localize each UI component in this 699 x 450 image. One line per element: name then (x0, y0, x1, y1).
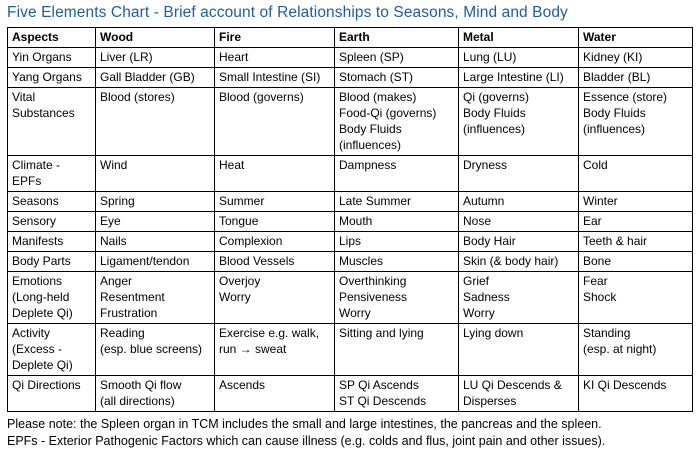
table-cell: Dampness (334, 155, 459, 192)
table-cell: Ear (578, 211, 693, 232)
table-cell: Heat (214, 155, 335, 192)
table-cell: Fear Shock (578, 271, 693, 324)
table-cell: Nose (458, 211, 579, 232)
column-header-water: Water (578, 27, 693, 48)
table-cell: Reading (esp. blue screens) (95, 323, 215, 376)
table-cell: LU Qi Descends & Disperses (458, 375, 579, 412)
column-header-metal: Metal (458, 27, 579, 48)
table-cell: Qi (governs) Body Fluids (influences) (458, 87, 579, 156)
column-header-wood: Wood (95, 27, 215, 48)
row-label: Body Parts (7, 251, 96, 272)
table-cell: Gall Bladder (GB) (95, 67, 215, 88)
table-cell: Blood Vessels (214, 251, 335, 272)
table-cell: Muscles (334, 251, 459, 272)
table-cell: Liver (LR) (95, 47, 215, 68)
table-cell: Sitting and lying (334, 323, 459, 376)
table-cell: Late Summer (334, 191, 459, 212)
table-cell: Complexion (214, 231, 335, 252)
table-cell: Cold (578, 155, 693, 192)
table-cell: Dryness (458, 155, 579, 192)
footnotes: Please note: the Spleen organ in TCM inc… (7, 416, 692, 450)
table-cell: Grief Sadness Worry (458, 271, 579, 324)
column-header-aspects: Aspects (7, 27, 96, 48)
five-elements-table: Aspects Wood Fire Earth Metal Water Yin Organ… (7, 27, 693, 412)
table-cell: Large Intestine (LI) (458, 67, 579, 88)
row-label: Qi Directions (7, 375, 96, 412)
row-label: Yang Organs (7, 67, 96, 88)
table-cell: Spring (95, 191, 215, 212)
table-row: Yang Organs Gall Bladder (GB) Small Intest… (7, 67, 693, 88)
table-cell: Tongue (214, 211, 335, 232)
table-cell: Overjoy Worry (214, 271, 335, 324)
table-row: Qi Directions Smooth Qi flow (all directi… (7, 375, 693, 412)
table-cell: Blood (makes) Food-Qi (governs) Body Flu… (334, 87, 459, 156)
table-cell: Essence (store) Body Fluids (influences) (578, 87, 693, 156)
table-cell: Bone (578, 251, 693, 272)
table-body: Yin Organs Liver (LR) Heart Spleen (SP) Lung… (7, 47, 693, 412)
table-cell: Autumn (458, 191, 579, 212)
page-title: Five Elements Chart - Brief account of R… (7, 4, 568, 21)
table-cell: Lying down (458, 323, 579, 376)
table-row: Emotions (Long-held Deplete Qi) Anger Res… (7, 271, 693, 324)
table-cell: Wind (95, 155, 215, 192)
table-cell: Nails (95, 231, 215, 252)
table-cell: Lung (LU) (458, 47, 579, 68)
column-header-fire: Fire (214, 27, 335, 48)
table-row: Activity (Excess - Deplete Qi) Reading (e… (7, 323, 693, 376)
row-label: Sensory (7, 211, 96, 232)
table-cell: Stomach (ST) (334, 67, 459, 88)
table-cell: SP Qi Ascends ST Qi Descends (334, 375, 459, 412)
table-cell: Smooth Qi flow (all directions) (95, 375, 215, 412)
table-cell: Small Intestine (SI) (214, 67, 335, 88)
table-cell: Skin (& body hair) (458, 251, 579, 272)
column-header-earth: Earth (334, 27, 459, 48)
table-cell: Standing (esp. at night) (578, 323, 693, 376)
row-label: Emotions (Long-held Deplete Qi) (7, 271, 96, 324)
table-cell: Summer (214, 191, 335, 212)
row-label: Seasons (7, 191, 96, 212)
table-cell: Mouth (334, 211, 459, 232)
table-cell: Spleen (SP) (334, 47, 459, 68)
table-cell: Anger Resentment Frustration (95, 271, 215, 324)
table-header: Aspects Wood Fire Earth Metal Water (7, 27, 693, 48)
table-row: Yin Organs Liver (LR) Heart Spleen (SP) Lung… (7, 47, 693, 68)
row-label: Climate - EPFs (7, 155, 96, 192)
row-label: Activity (Excess - Deplete Qi) (7, 323, 96, 376)
table-row: Manifests Nails Complexion Lips Body Hair Tee… (7, 231, 693, 252)
table-cell: Ascends (214, 375, 335, 412)
table-cell: Overthinking Pensiveness Worry (334, 271, 459, 324)
row-label: Manifests (7, 231, 96, 252)
table-cell: Ligament/tendon (95, 251, 215, 272)
table-cell: Eye (95, 211, 215, 232)
table-row: Seasons Spring Summer Late Summer Autumn Wint… (7, 191, 693, 212)
table-cell: Body Hair (458, 231, 579, 252)
header-row: Aspects Wood Fire Earth Metal Water (7, 27, 693, 48)
table-row: Vital Substances Blood (stores) Blood (gov… (7, 87, 693, 156)
table-cell: Kidney (KI) (578, 47, 693, 68)
table-cell: Lips (334, 231, 459, 252)
note-epfs: EPFs - Exterior Pathogenic Factors which… (7, 434, 606, 448)
table-cell: Exercise e.g. walk, run → sweat (214, 323, 335, 376)
table-row: Body Parts Ligament/tendon Blood Vessels Mu… (7, 251, 693, 272)
row-label: Yin Organs (7, 47, 96, 68)
table-row: Climate - EPFs Wind Heat Dampness Dryness Col… (7, 155, 693, 192)
table-cell: Bladder (BL) (578, 67, 693, 88)
table-cell: Blood (stores) (95, 87, 215, 156)
table-row: Sensory Eye Tongue Mouth Nose Ear (7, 211, 693, 232)
table-cell: Teeth & hair (578, 231, 693, 252)
table-cell: Winter (578, 191, 693, 212)
row-label: Vital Substances (7, 87, 96, 156)
table-cell: Blood (governs) (214, 87, 335, 156)
table-cell: Heart (214, 47, 335, 68)
note-spleen: Please note: the Spleen organ in TCM inc… (7, 417, 602, 431)
table-cell: KI Qi Descends (578, 375, 693, 412)
